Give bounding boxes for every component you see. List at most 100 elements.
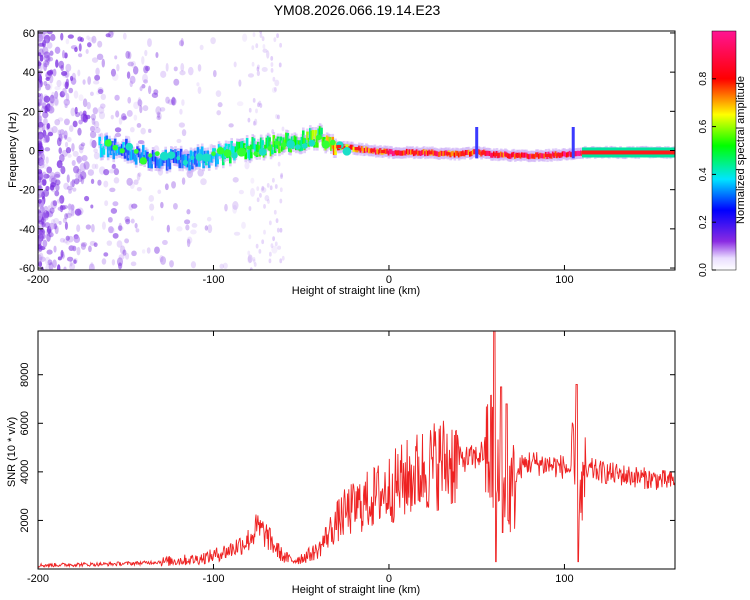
noise-speckle xyxy=(232,201,239,210)
ridge-cell xyxy=(238,141,242,153)
noise-speckle xyxy=(52,259,57,268)
ridge-cell xyxy=(405,148,409,154)
ridge-cell xyxy=(537,153,541,159)
noise-speckle xyxy=(77,69,81,77)
noise-speckle xyxy=(41,178,47,186)
noise-speckle xyxy=(160,256,167,265)
ridge-cell xyxy=(181,154,184,169)
ridge-peak-dot xyxy=(301,143,308,149)
noise-speckle xyxy=(136,172,141,181)
noise-speckle xyxy=(170,97,177,106)
noise-speckle xyxy=(89,138,94,147)
noise-speckle xyxy=(54,119,61,126)
spectrogram-y-tick-label: 60 xyxy=(23,28,35,40)
noise-speckle xyxy=(144,49,148,57)
ridge-cell xyxy=(261,140,264,151)
noise-speckle xyxy=(84,195,90,202)
noise-speckle xyxy=(59,237,66,243)
ridge-cell xyxy=(376,148,379,154)
noise-speckle xyxy=(115,110,120,118)
noise-speckle xyxy=(54,85,61,91)
noise-speckle xyxy=(80,242,87,250)
ridge-cell xyxy=(321,137,325,146)
ridge-cell xyxy=(186,153,190,168)
noise-speckle xyxy=(58,60,65,69)
noise-speckle xyxy=(119,245,126,255)
noise-speckle xyxy=(232,204,238,214)
noise-speckle xyxy=(133,66,139,75)
noise-speckle xyxy=(137,172,142,177)
ridge-cell xyxy=(116,144,120,154)
ridge-peak-dot xyxy=(280,142,287,148)
noise-speckle xyxy=(280,174,283,180)
noise-speckle xyxy=(122,32,127,40)
ridge-cell xyxy=(415,149,419,155)
ridge-cell xyxy=(386,148,389,154)
ridge-cell xyxy=(527,154,531,160)
noise-speckle xyxy=(262,44,266,49)
ridge-cell xyxy=(484,151,488,157)
noise-speckle xyxy=(54,171,61,178)
noise-speckle xyxy=(66,185,73,191)
ridge-cell xyxy=(327,136,330,146)
ridge-cell xyxy=(346,144,350,150)
noise-speckle xyxy=(55,59,59,68)
ridge-cell xyxy=(449,152,452,158)
noise-speckle xyxy=(279,258,283,264)
noise-speckle xyxy=(38,220,43,225)
noise-speckle xyxy=(103,169,110,176)
ridge-peak-dot xyxy=(246,145,251,150)
noise-speckle xyxy=(186,209,191,215)
noise-speckle xyxy=(88,37,95,42)
noise-speckle xyxy=(133,114,138,121)
noise-speckle xyxy=(204,225,209,231)
noise-speckle xyxy=(50,33,56,42)
snr-y-tick-label: 4000 xyxy=(19,460,31,484)
noise-speckle xyxy=(97,179,102,186)
ridge-peak-dash xyxy=(480,151,486,155)
noise-speckle xyxy=(207,224,213,234)
noise-speckle xyxy=(160,70,167,78)
ridge-cell xyxy=(366,147,370,153)
noise-speckle xyxy=(38,121,44,128)
noise-speckle xyxy=(143,79,148,84)
noise-speckle xyxy=(61,87,67,96)
noise-speckle xyxy=(112,232,119,239)
ridge-peak-dot xyxy=(329,139,336,146)
noise-speckle xyxy=(70,204,75,211)
ridge-cell xyxy=(536,152,540,158)
noise-speckle xyxy=(38,252,44,261)
ridge-cell xyxy=(453,152,457,158)
noise-speckle xyxy=(124,238,130,244)
noise-speckle xyxy=(52,200,58,207)
noise-speckle xyxy=(97,88,104,95)
noise-speckle xyxy=(261,67,268,72)
ridge-cell xyxy=(210,154,214,163)
noise-speckle xyxy=(46,166,53,174)
noise-speckle xyxy=(127,96,132,104)
noise-speckle xyxy=(206,216,212,222)
noise-speckle xyxy=(55,184,60,192)
noise-speckle xyxy=(45,83,51,91)
noise-speckle xyxy=(126,177,133,186)
ridge-cell xyxy=(359,147,363,153)
ridge-cell xyxy=(466,150,469,156)
noise-speckle xyxy=(110,207,118,214)
noise-speckle xyxy=(38,238,42,244)
noise-speckle xyxy=(38,213,43,220)
noise-speckle xyxy=(103,252,109,257)
noise-speckle xyxy=(41,102,47,109)
noise-speckle xyxy=(38,48,44,57)
ridge-cell xyxy=(398,150,402,156)
noise-speckle xyxy=(39,159,45,166)
noise-speckle xyxy=(180,63,185,72)
noise-speckle xyxy=(146,247,151,254)
noise-speckle xyxy=(103,180,109,188)
ridge-cell xyxy=(379,148,382,154)
spectrogram-y-ticks: -60 -40 -20 0 20 40 60 xyxy=(19,28,675,275)
noise-speckle xyxy=(98,166,106,175)
noise-speckle xyxy=(256,197,260,203)
noise-speckle xyxy=(179,70,186,76)
ridge-cell xyxy=(360,145,364,151)
ridge-peak-dot xyxy=(258,147,267,156)
